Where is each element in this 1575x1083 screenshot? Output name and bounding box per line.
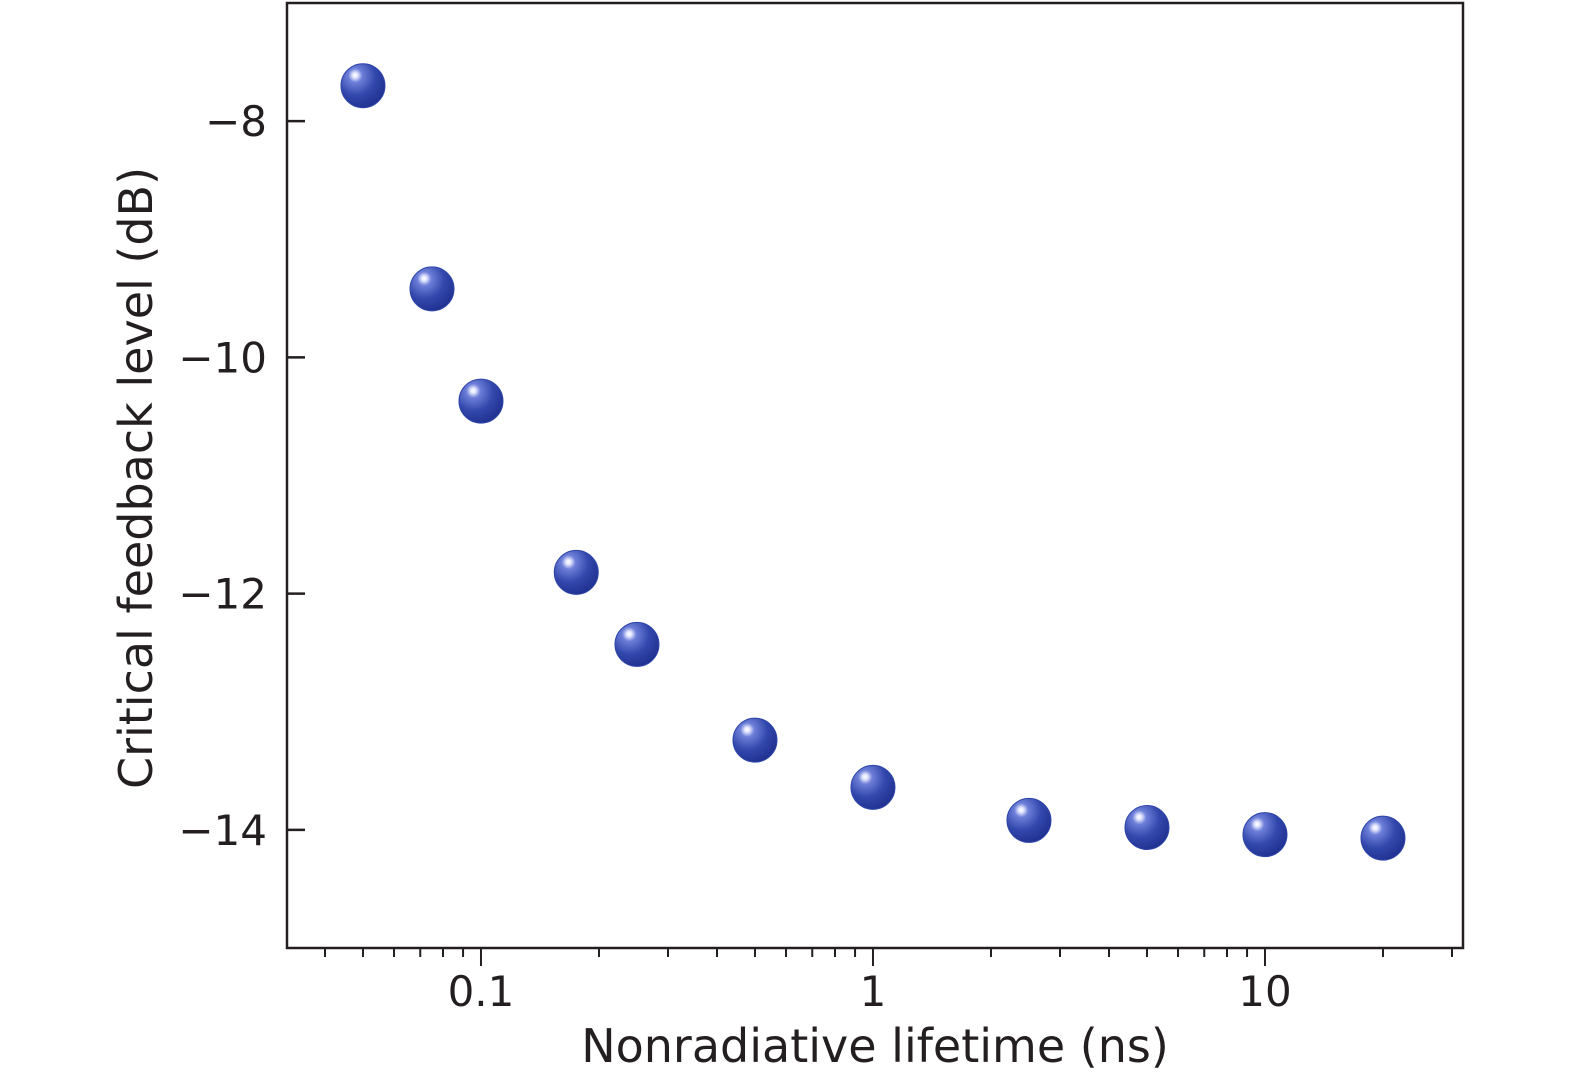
x-axis-title: Nonradiative lifetime (ns) — [581, 1019, 1169, 1073]
data-points — [340, 63, 1406, 861]
data-point — [409, 266, 455, 312]
data-point — [1124, 805, 1170, 851]
x-tick-label: 1 — [860, 967, 887, 1016]
y-tick-label: −10 — [178, 333, 267, 382]
x-tick-label: 10 — [1238, 967, 1291, 1016]
x-tick-label: 0.1 — [448, 967, 515, 1016]
y-tick-label: −12 — [178, 570, 267, 619]
data-point — [1006, 797, 1052, 843]
data-point — [553, 549, 599, 595]
data-point — [458, 378, 504, 424]
data-point — [732, 717, 778, 763]
y-tick-label: −8 — [205, 97, 267, 146]
y-tick-label: −14 — [178, 806, 267, 855]
x-axis-ticks: 0.1 1 10 — [323, 948, 1454, 1016]
plot-frame — [285, 1, 1465, 950]
y-axis-title: Critical feedback level (dB) — [109, 167, 163, 789]
data-point — [340, 63, 386, 109]
data-point — [614, 621, 660, 667]
y-axis-ticks: −8 −10 −12 −14 — [178, 97, 305, 855]
data-point — [850, 764, 896, 810]
data-point — [1242, 812, 1288, 858]
data-point — [1360, 815, 1406, 861]
